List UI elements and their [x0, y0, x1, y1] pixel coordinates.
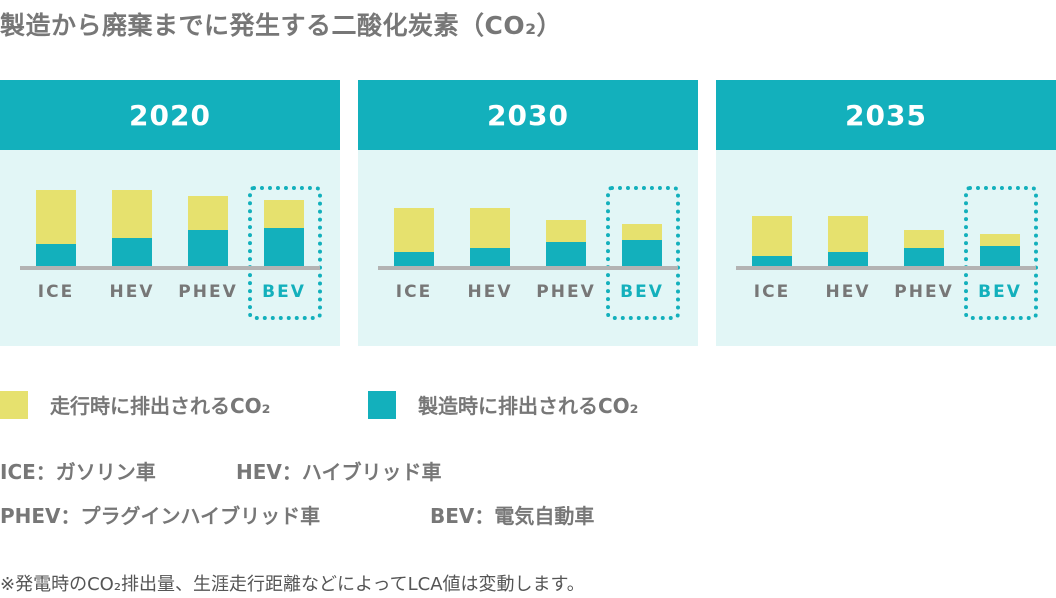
- bar-ice-manufacturing: [36, 244, 76, 266]
- chart-title: 製造から廃棄までに発生する二酸化炭素（CO₂）: [0, 11, 563, 40]
- legend-driving: 走行時に排出されるCO₂: [0, 390, 270, 419]
- bev-highlight-box: [248, 186, 322, 320]
- panel-year: 2035: [716, 80, 1056, 150]
- bar-phev-driving: [188, 196, 228, 230]
- bar-ice-manufacturing: [394, 252, 434, 266]
- panel-year: 2020: [0, 80, 340, 150]
- bar-hev-manufacturing: [112, 238, 152, 266]
- bar-hev-manufacturing: [828, 252, 868, 266]
- bar-ice-driving: [36, 190, 76, 244]
- panel-year: 2030: [358, 80, 698, 150]
- bar-ice-manufacturing: [752, 256, 792, 266]
- bar-phev-manufacturing: [546, 242, 586, 266]
- x-axis-line: [736, 266, 1036, 270]
- bar-phev-driving: [546, 220, 586, 242]
- x-tick-label: PHEV: [894, 282, 954, 302]
- panel-2020: 2020 ICE HEV PHEV BEV: [0, 80, 340, 346]
- bar-phev-driving: [904, 230, 944, 248]
- abbr-ice: ICE：ガソリン車: [0, 460, 156, 484]
- bar-hev-driving: [112, 190, 152, 238]
- legend-manufacturing: 製造時に排出されるCO₂: [368, 390, 638, 419]
- legend-label: 走行時に排出されるCO₂: [50, 394, 271, 418]
- x-tick-label: HEV: [467, 282, 513, 302]
- bar-ice-driving: [752, 216, 792, 256]
- legend-swatch-manufacturing: [368, 390, 396, 419]
- bar-phev-manufacturing: [904, 248, 944, 266]
- x-tick-label: PHEV: [178, 282, 238, 302]
- abbr-hev: HEV：ハイブリッド車: [236, 460, 442, 484]
- abbr-phev: PHEV：プラグインハイブリッド車: [0, 504, 321, 528]
- bev-highlight-box: [606, 186, 680, 320]
- bar-hev-driving: [470, 208, 510, 248]
- x-tick-label: PHEV: [536, 282, 596, 302]
- bar-bev-driving: [264, 200, 304, 228]
- bev-highlight-box: [964, 186, 1038, 320]
- bar-bev-manufacturing: [264, 228, 304, 266]
- x-tick-label: BEV: [620, 282, 664, 302]
- bar-hev-manufacturing: [470, 248, 510, 266]
- legend-swatch-driving: [0, 390, 28, 419]
- footnote: ※発電時のCO₂排出量、生涯走行距離などによってLCA値は変動します。: [0, 574, 585, 595]
- legend-label: 製造時に排出されるCO₂: [418, 394, 639, 418]
- x-tick-label: HEV: [825, 282, 871, 302]
- x-axis-line: [378, 266, 678, 270]
- x-tick-label: BEV: [262, 282, 306, 302]
- bar-ice-driving: [394, 208, 434, 252]
- bar-phev-manufacturing: [188, 230, 228, 266]
- panel-2035: 2035 ICE HEV PHEV BEV: [716, 80, 1056, 346]
- x-tick-label: BEV: [978, 282, 1022, 302]
- abbr-bev: BEV：電気自動車: [430, 504, 595, 528]
- x-tick-label: ICE: [753, 282, 791, 302]
- bar-hev-driving: [828, 216, 868, 252]
- bar-bev-manufacturing: [980, 246, 1020, 266]
- bar-bev-driving: [622, 224, 662, 240]
- panel-2030: 2030 ICE HEV PHEV BEV: [358, 80, 698, 346]
- bar-bev-driving: [980, 234, 1020, 246]
- x-tick-label: HEV: [109, 282, 155, 302]
- x-tick-label: ICE: [395, 282, 433, 302]
- x-axis-line: [20, 266, 320, 270]
- bar-bev-manufacturing: [622, 240, 662, 266]
- x-tick-label: ICE: [37, 282, 75, 302]
